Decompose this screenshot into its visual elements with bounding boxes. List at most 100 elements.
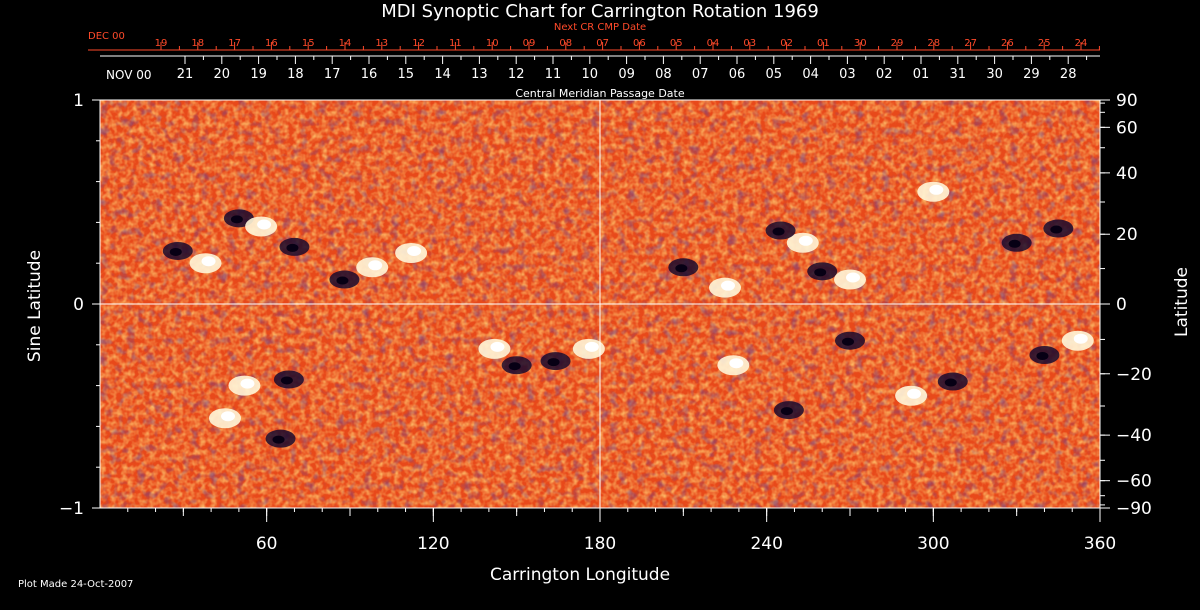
negative-region-core — [508, 362, 521, 371]
negative-region-core — [280, 376, 293, 385]
next-date-label: 17 — [228, 38, 241, 49]
next-date-label: 04 — [707, 38, 720, 49]
positive-region-core — [584, 341, 599, 352]
negative-region-core — [814, 268, 827, 277]
cmp-date-label: 19 — [250, 67, 267, 82]
x-tick-label: 180 — [584, 534, 616, 554]
y-right-tick-label: 20 — [1116, 225, 1138, 245]
cmp-date-label: 31 — [950, 67, 967, 82]
y-left-tick-label: 1 — [73, 91, 84, 111]
positive-region-core — [368, 260, 383, 271]
cmp-date-label: 15 — [398, 67, 415, 82]
cmp-date-label: 17 — [324, 67, 341, 82]
next-date-label: 03 — [743, 38, 756, 49]
negative-region-core — [1008, 239, 1021, 248]
cmp-date-label: 08 — [655, 67, 672, 82]
positive-region-core — [490, 341, 505, 352]
negative-region-core — [780, 407, 793, 416]
x-tick-label: 300 — [917, 534, 949, 554]
negative-region-core — [1036, 352, 1049, 360]
cmp-date-label: 11 — [545, 67, 562, 82]
positive-region-core — [407, 246, 422, 256]
cmp-date-label: 01 — [913, 67, 930, 82]
cmp-axis-title: Central Meridian Passage Date — [515, 87, 685, 100]
next-date-label: 16 — [265, 38, 278, 49]
positive-region-core — [201, 256, 216, 267]
negative-region-core — [675, 264, 688, 273]
next-date-label: 27 — [964, 38, 977, 49]
negative-region-core — [169, 247, 182, 256]
cmp-date-label: 12 — [508, 67, 525, 82]
next-date-label: 05 — [670, 38, 683, 49]
x-tick-label: 360 — [1084, 534, 1116, 554]
cmp-date-label: 03 — [839, 67, 856, 82]
positive-region-core — [240, 378, 255, 389]
next-date-label: 11 — [449, 38, 462, 49]
negative-region-core — [1050, 225, 1063, 234]
cmp-date-label: 28 — [1060, 67, 1077, 82]
x-tick-label: 60 — [256, 534, 278, 554]
positive-region-core — [846, 272, 860, 283]
y-right-tick-label: 0 — [1116, 295, 1127, 315]
chart-title: MDI Synoptic Chart for Carrington Rotati… — [381, 1, 819, 22]
negative-region-core — [944, 378, 957, 387]
next-date-label: 18 — [191, 38, 204, 49]
next-date-label: 06 — [633, 38, 646, 49]
next-date-label: 01 — [817, 38, 830, 49]
cmp-date-label: 30 — [986, 67, 1003, 82]
next-cmp-title: Next CR CMP Date — [553, 22, 647, 33]
cmp-date-label: 21 — [177, 67, 194, 82]
positive-region-core — [729, 358, 744, 369]
y-right-tick-label: −20 — [1116, 365, 1152, 385]
cmp-date-label: 04 — [802, 67, 819, 82]
cmp-date-label: 10 — [582, 67, 599, 82]
next-date-label: 08 — [559, 38, 572, 49]
next-date-label: 13 — [375, 38, 388, 49]
cmp-date-label: 06 — [729, 67, 746, 82]
cmp-date-label: 16 — [361, 67, 378, 82]
y-right-tick-label: 60 — [1116, 118, 1138, 138]
cmp-date-label: 20 — [214, 67, 231, 82]
cmp-date-label: 07 — [692, 67, 709, 82]
y-right-tick-label: 40 — [1116, 164, 1138, 184]
cmp-date-label: 13 — [471, 67, 488, 82]
cmp-date-label: 05 — [766, 67, 783, 82]
next-date-label: 12 — [412, 38, 425, 49]
positive-region-core — [257, 219, 272, 230]
cmp-date-label: 02 — [876, 67, 893, 82]
next-date-label: 14 — [339, 38, 352, 49]
next-date-label: 25 — [1038, 38, 1051, 49]
negative-region-core — [842, 337, 854, 346]
positive-region-core — [907, 388, 922, 399]
next-date-label: 30 — [854, 38, 867, 49]
next-date-label: 29 — [891, 38, 904, 49]
next-date-label: 10 — [486, 38, 499, 49]
positive-region-core — [1073, 333, 1088, 344]
positive-region-core — [929, 184, 944, 195]
plot-made-note: Plot Made 24-Oct-2007 — [18, 579, 134, 590]
next-date-label: 19 — [155, 38, 168, 49]
next-date-label: 02 — [780, 38, 793, 49]
negative-region-core — [230, 215, 243, 224]
cmp-date-label: 14 — [434, 67, 451, 82]
negative-region-core — [272, 435, 285, 444]
positive-region-core — [721, 280, 735, 291]
y-right-tick-label: −60 — [1116, 472, 1152, 492]
y-left-tick-label: −1 — [59, 499, 84, 519]
cmp-date-label: 29 — [1023, 67, 1040, 82]
cmp-date-label: 18 — [287, 67, 304, 82]
next-date-label: 26 — [1001, 38, 1014, 49]
negative-region-core — [772, 227, 785, 236]
x-axis-title: Carrington Longitude — [490, 565, 671, 585]
next-date-label: 24 — [1075, 38, 1088, 49]
top-month-next: DEC 00 — [88, 31, 125, 42]
positive-region-core — [798, 235, 813, 246]
next-date-label: 28 — [927, 38, 940, 49]
negative-region-core — [336, 276, 349, 285]
next-date-label: 07 — [596, 38, 609, 49]
negative-region-core — [286, 243, 299, 252]
y-right-tick-label: 90 — [1116, 91, 1138, 111]
next-date-label: 15 — [302, 38, 315, 49]
positive-region-core — [221, 411, 235, 422]
